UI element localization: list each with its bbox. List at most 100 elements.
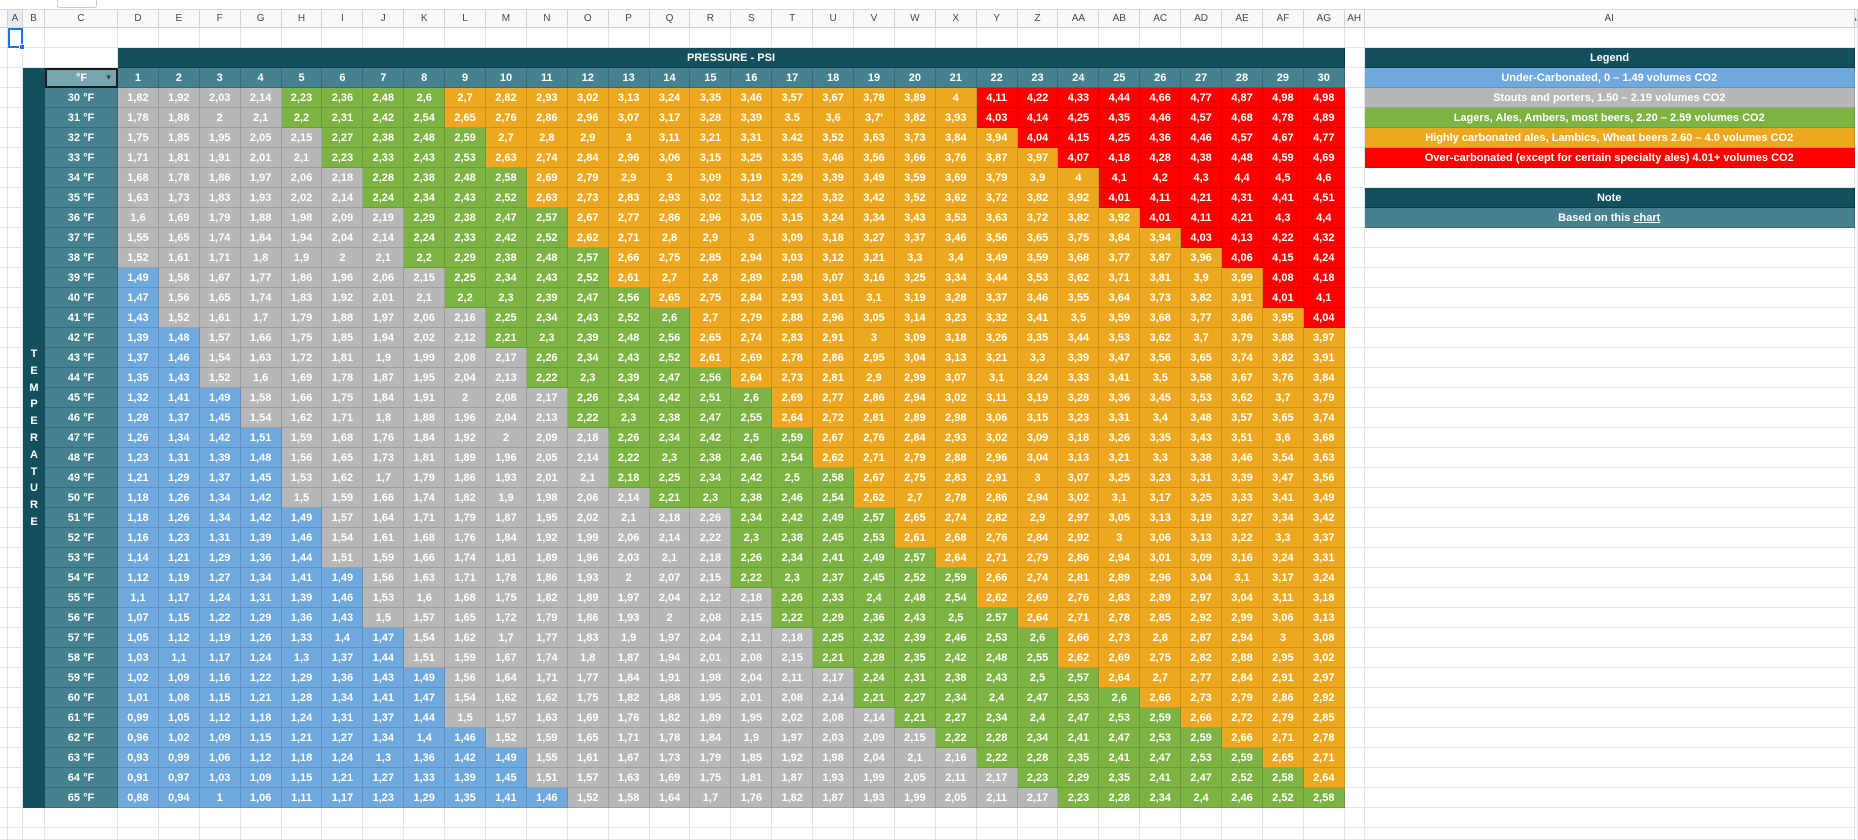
data-cell[interactable]: 1,37 <box>363 708 405 728</box>
data-cell[interactable]: 2,53 <box>1058 688 1100 708</box>
temperature-axis-strip[interactable] <box>23 688 45 708</box>
empty-cell[interactable] <box>8 88 23 108</box>
data-cell[interactable]: 0,99 <box>158 748 200 768</box>
temp-row-header[interactable]: 38 °F <box>45 248 118 268</box>
data-cell[interactable]: 1,61 <box>363 528 405 548</box>
data-cell[interactable]: 2,74 <box>1017 568 1059 588</box>
data-cell[interactable]: 2,49 <box>813 508 855 528</box>
empty-cell[interactable] <box>1854 68 1858 88</box>
data-cell[interactable]: 1,12 <box>118 568 159 588</box>
empty-cell[interactable] <box>118 828 159 840</box>
data-cell[interactable]: 1,28 <box>281 688 323 708</box>
data-cell[interactable]: 1,87 <box>813 788 855 808</box>
data-cell[interactable]: 2,05 <box>240 128 282 148</box>
data-cell[interactable]: 3,88 <box>1262 328 1304 348</box>
data-cell[interactable]: 2,08 <box>486 388 527 408</box>
data-cell[interactable]: 3,44 <box>1058 328 1100 348</box>
data-cell[interactable]: 3,09 <box>772 228 814 248</box>
empty-cell[interactable] <box>608 28 650 48</box>
data-cell[interactable]: 2,47 <box>690 408 732 428</box>
column-header-AD[interactable]: AD <box>1181 10 1223 28</box>
data-cell[interactable]: 2,43 <box>404 148 446 168</box>
data-cell[interactable]: 2,4 <box>854 588 895 608</box>
data-cell[interactable]: 1,95 <box>404 368 446 388</box>
data-cell[interactable]: 2,3 <box>690 488 732 508</box>
data-cell[interactable]: 3.42 <box>772 128 814 148</box>
temperature-axis-strip[interactable] <box>23 228 45 248</box>
data-cell[interactable]: 2,45 <box>813 528 855 548</box>
data-cell[interactable]: 1,36 <box>404 748 446 768</box>
psi-col-header[interactable]: 19 <box>854 68 895 88</box>
temp-row-header[interactable]: 46 °F <box>45 408 118 428</box>
data-cell[interactable]: 1,95 <box>731 708 773 728</box>
data-cell[interactable]: 2,48 <box>526 248 568 268</box>
column-header-AF[interactable]: AF <box>1262 10 1304 28</box>
empty-cell[interactable] <box>1303 828 1345 840</box>
data-cell[interactable]: 4,13 <box>1222 228 1263 248</box>
data-cell[interactable]: 1,88 <box>158 108 200 128</box>
data-cell[interactable]: 2,38 <box>731 488 773 508</box>
data-cell[interactable]: 2,65 <box>894 508 936 528</box>
data-cell[interactable]: 3,1 <box>976 368 1018 388</box>
data-cell[interactable]: 3,52 <box>813 128 855 148</box>
data-cell[interactable]: 3,31 <box>1099 408 1141 428</box>
data-cell[interactable]: 4 <box>935 88 977 108</box>
data-cell[interactable]: 3 <box>1262 628 1304 648</box>
data-cell[interactable]: 2,42 <box>363 108 405 128</box>
data-cell[interactable]: 1,79 <box>690 748 732 768</box>
data-cell[interactable]: 3,31 <box>1303 548 1345 568</box>
data-cell[interactable]: 3,18 <box>1303 588 1345 608</box>
data-cell[interactable]: 1,73 <box>649 748 691 768</box>
temperature-axis-strip[interactable] <box>23 328 45 348</box>
empty-cell[interactable] <box>1854 428 1858 448</box>
data-cell[interactable]: 3,04 <box>1222 588 1263 608</box>
data-cell[interactable]: 1,49 <box>118 268 159 288</box>
data-cell[interactable]: 1,75 <box>567 688 609 708</box>
data-cell[interactable]: 1,36 <box>240 548 282 568</box>
data-cell[interactable]: 2,26 <box>772 588 814 608</box>
data-cell[interactable]: 3,69 <box>935 168 977 188</box>
data-cell[interactable]: 2,83 <box>772 328 814 348</box>
temp-row-header[interactable]: 35 °F <box>45 188 118 208</box>
data-cell[interactable]: 4,25 <box>1099 128 1141 148</box>
data-cell[interactable]: 2,86 <box>1058 548 1100 568</box>
empty-cell[interactable] <box>1854 28 1858 48</box>
data-cell[interactable]: 2,94 <box>1222 628 1263 648</box>
data-cell[interactable]: 3,4 <box>1140 408 1182 428</box>
data-cell[interactable]: 2,35 <box>1058 748 1100 768</box>
data-cell[interactable]: 1,86 <box>199 168 241 188</box>
data-cell[interactable]: 2,69 <box>1017 588 1059 608</box>
temp-row-header[interactable]: 31 °F <box>45 108 118 128</box>
data-cell[interactable]: 3,66 <box>894 148 936 168</box>
data-cell[interactable]: 3,12 <box>731 188 773 208</box>
data-cell[interactable]: 1,71 <box>445 568 487 588</box>
data-cell[interactable]: 2,04 <box>486 408 527 428</box>
data-cell[interactable]: 2,24 <box>363 188 405 208</box>
data-cell[interactable]: 3,92 <box>1099 208 1141 228</box>
data-cell[interactable]: 3,13 <box>1303 608 1345 628</box>
empty-cell[interactable] <box>322 828 364 840</box>
data-cell[interactable]: 4,68 <box>1222 108 1263 128</box>
data-cell[interactable]: 2,97 <box>1058 508 1100 528</box>
data-cell[interactable]: 1,26 <box>158 508 200 528</box>
data-cell[interactable]: 1,12 <box>158 628 200 648</box>
data-cell[interactable]: 1,78 <box>649 728 691 748</box>
data-cell[interactable]: 1,43 <box>363 668 405 688</box>
data-cell[interactable]: 1,63 <box>118 188 159 208</box>
data-cell[interactable]: 2,94 <box>1099 548 1141 568</box>
data-cell[interactable]: 2,85 <box>690 248 732 268</box>
data-cell[interactable]: 2,06 <box>281 168 323 188</box>
data-cell[interactable]: 3,76 <box>1262 368 1304 388</box>
data-cell[interactable]: 2,14 <box>854 708 895 728</box>
data-cell[interactable]: 2,08 <box>731 648 773 668</box>
empty-cell[interactable] <box>1854 308 1858 328</box>
empty-cell[interactable] <box>8 448 23 468</box>
data-cell[interactable]: 2,53 <box>976 628 1018 648</box>
data-cell[interactable]: 1,46 <box>281 528 323 548</box>
empty-cell[interactable] <box>894 828 936 840</box>
data-cell[interactable]: 1,36 <box>322 668 364 688</box>
data-cell[interactable]: 1,68 <box>445 588 487 608</box>
data-cell[interactable]: 1,41 <box>486 788 527 808</box>
empty-cell[interactable] <box>8 588 23 608</box>
data-cell[interactable]: 2,39 <box>526 288 568 308</box>
